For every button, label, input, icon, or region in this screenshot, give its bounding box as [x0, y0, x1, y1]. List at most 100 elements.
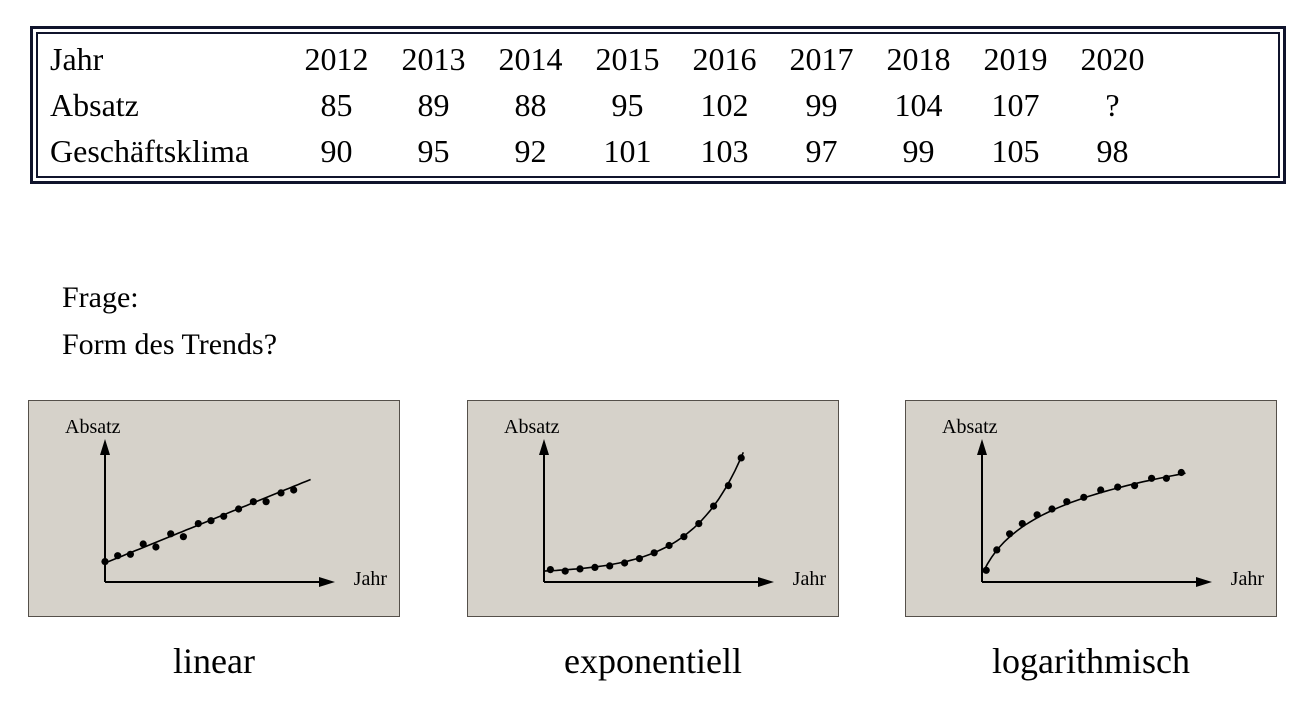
table-row-spacer — [1161, 128, 1278, 174]
data-point — [710, 502, 718, 510]
data-point — [1097, 486, 1105, 494]
data-point — [235, 505, 243, 513]
table-cell: 97 — [805, 133, 838, 169]
table-cell: 2013 — [401, 41, 466, 77]
data-point — [1080, 493, 1088, 501]
data-point — [635, 555, 643, 563]
table-cell: 2015 — [595, 41, 660, 77]
table-cell: 107 — [991, 87, 1040, 123]
data-point — [1131, 482, 1139, 490]
table-cell: 101 — [603, 133, 652, 169]
data-point — [1148, 474, 1156, 482]
table-cell: 99 — [805, 87, 838, 123]
table-cell: 102 — [700, 87, 749, 123]
chart-caption-linear: linear — [173, 641, 255, 681]
data-point — [126, 550, 134, 558]
trend-curve — [543, 451, 745, 572]
data-point — [290, 486, 298, 494]
x-axis-arrow-icon — [1196, 577, 1212, 587]
trend-plot-logarithmic — [977, 439, 1212, 587]
x-axis-arrow-icon — [319, 577, 335, 587]
data-point — [561, 567, 569, 575]
data-point — [680, 533, 688, 541]
table-cell: 103 — [700, 133, 749, 169]
question-line-1: Frage: — [62, 281, 139, 314]
data-point — [695, 520, 703, 528]
trend-curve — [982, 472, 1186, 573]
data-point — [621, 559, 629, 567]
x-axis-arrow-icon — [758, 577, 774, 587]
x-axis-label: Jahr — [1230, 568, 1264, 590]
data-point — [650, 549, 658, 557]
table-cell: 95 — [417, 133, 450, 169]
table-cell: 105 — [991, 133, 1040, 169]
chart-caption-exponential: exponentiell — [564, 641, 742, 681]
table-row-label: Absatz — [50, 87, 139, 123]
data-point — [262, 498, 270, 506]
data-point — [220, 512, 228, 520]
chart-logarithmic: Absatz Jahr logarithmisch — [905, 400, 1277, 681]
data-point — [993, 546, 1001, 554]
table-cell: 89 — [417, 87, 450, 123]
table-cell: 2012 — [304, 41, 369, 77]
data-point — [737, 454, 745, 462]
data-point — [1018, 520, 1026, 528]
data-point — [1033, 511, 1041, 519]
table-cell: 2020 — [1080, 41, 1145, 77]
trend-plot-exponential — [539, 439, 774, 587]
y-axis-arrow-icon — [100, 439, 110, 455]
data-point — [207, 517, 215, 525]
x-axis-label: Jahr — [353, 568, 387, 590]
chart-panel-exponential: Absatz Jahr — [467, 400, 839, 617]
table-row-spacer — [1161, 36, 1278, 82]
data-point — [114, 552, 122, 560]
data-point — [1114, 483, 1122, 491]
trend-plot-linear — [100, 439, 335, 587]
data-point — [1006, 530, 1014, 538]
data-point — [277, 489, 285, 497]
question-block: Frage: Form des Trends? — [62, 274, 277, 368]
table-cell: 99 — [902, 133, 935, 169]
y-axis-label: Absatz — [65, 416, 121, 438]
table-row-spacer — [1161, 82, 1278, 128]
data-point — [152, 543, 160, 551]
data-point — [606, 562, 614, 570]
table-cell: 104 — [894, 87, 943, 123]
table-cell: 2016 — [692, 41, 757, 77]
chart-caption-logarithmic: logarithmisch — [992, 641, 1190, 681]
data-point — [194, 520, 202, 528]
data-point — [1063, 498, 1071, 506]
y-axis-label: Absatz — [942, 416, 998, 438]
chart-linear: Absatz Jahr linear — [28, 400, 400, 681]
y-axis-arrow-icon — [539, 439, 549, 455]
data-point — [576, 565, 584, 573]
table-cell: 92 — [514, 133, 547, 169]
table-cell: 2014 — [498, 41, 563, 77]
table-row-label: Jahr — [50, 41, 104, 77]
data-table-grid: Jahr 2012 2013 2014 2015 2016 2017 2018 2019 2020… — [36, 32, 1280, 178]
data-table: Jahr 2012 2013 2014 2015 2016 2017 2018 2019 2020… — [30, 26, 1286, 184]
chart-panel-logarithmic: Absatz Jahr — [905, 400, 1277, 617]
table-cell: 2019 — [983, 41, 1048, 77]
data-point — [249, 498, 257, 506]
data-point — [179, 533, 187, 541]
data-point — [1048, 505, 1056, 513]
data-point — [101, 558, 109, 566]
x-axis-label: Jahr — [792, 568, 826, 590]
table-cell: ? — [1105, 87, 1120, 123]
data-point — [1177, 468, 1185, 477]
y-axis-arrow-icon — [977, 439, 987, 455]
table-row-label: Geschäftsklima — [50, 133, 250, 169]
data-point — [724, 482, 732, 490]
chart-exponential: Absatz Jahr exponentiell — [467, 400, 839, 681]
question-line-2: Form des Trends? — [62, 328, 278, 361]
data-point — [167, 530, 175, 538]
data-point — [1162, 474, 1170, 482]
table-cell: 90 — [320, 133, 353, 169]
y-axis-label: Absatz — [504, 416, 560, 438]
table-cell: 98 — [1096, 133, 1129, 169]
table-cell: 85 — [320, 87, 353, 123]
data-point — [139, 540, 147, 548]
chart-panel-linear: Absatz Jahr — [28, 400, 400, 617]
